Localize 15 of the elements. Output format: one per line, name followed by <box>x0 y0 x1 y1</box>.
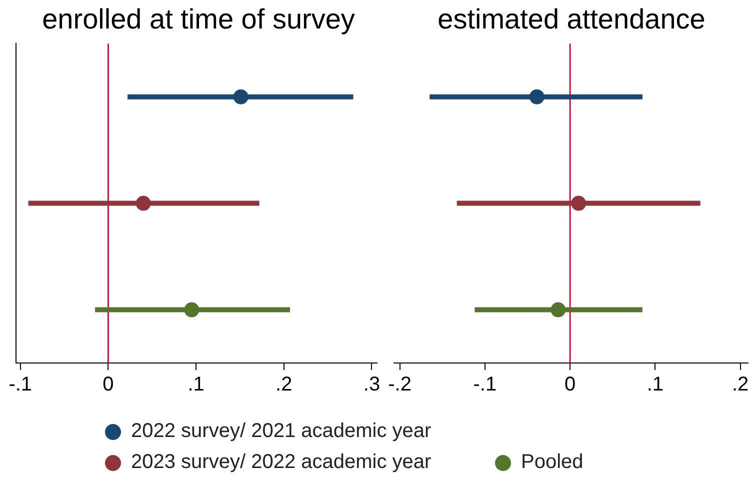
x-tick-label: .1 <box>646 374 664 396</box>
x-tick-label: .2 <box>732 374 749 396</box>
legend-label: Pooled <box>521 451 584 474</box>
x-tick-label: 0 <box>564 374 576 396</box>
legend-label: 2023 survey/ 2022 academic year <box>131 451 432 474</box>
x-tick-label: 0 <box>102 374 114 396</box>
x-tick-label: .1 <box>188 374 204 396</box>
chart-title: enrolled at time of survey <box>42 4 355 35</box>
x-tick-label: .2 <box>276 374 292 396</box>
x-tick-label: .3 <box>363 374 380 396</box>
legend-label: 2022 survey/ 2021 academic year <box>131 420 432 443</box>
x-tick-label: -.1 <box>473 374 497 396</box>
x-tick-label: -.1 <box>8 374 32 396</box>
x-tick-label: -.2 <box>388 374 412 396</box>
chart-title: estimated attendance <box>438 4 706 35</box>
